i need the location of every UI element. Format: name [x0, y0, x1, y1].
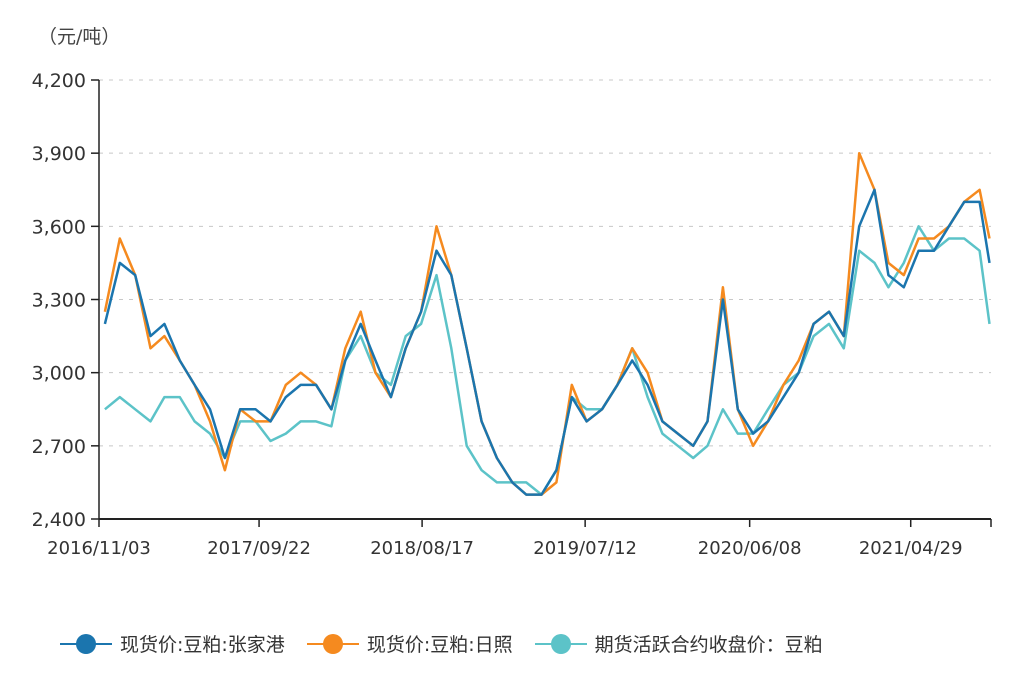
legend-item-futures[interactable]: 期货活跃合约收盘价：豆粕 — [534, 630, 823, 657]
y-tick-label: 4,200 — [32, 70, 86, 92]
y-tick-label: 3,600 — [32, 216, 86, 238]
x-tick-label: 2018/08/17 — [370, 538, 474, 559]
y-axis-unit-label: （元/吨） — [38, 26, 121, 48]
legend-label: 现货价:豆粕:张家港 — [120, 634, 285, 656]
x-tick-label: 2021/04/29 — [859, 538, 963, 559]
x-tick-label: 2020/06/08 — [698, 538, 802, 559]
series-line-1 — [103, 151, 991, 496]
legend-marker-icon — [306, 633, 359, 654]
y-tick-label: 2,700 — [32, 436, 86, 458]
x-tick-label: 2016/11/03 — [47, 538, 151, 559]
series-lines — [103, 151, 991, 496]
grid-lines — [99, 79, 991, 447]
y-tick-label: 3,300 — [32, 290, 86, 312]
x-tick-label: 2017/09/22 — [207, 538, 311, 559]
legend-marker-icon — [60, 633, 112, 654]
x-tick-label: 2019/07/12 — [533, 538, 637, 559]
legend-marker-icon — [534, 633, 587, 654]
legend-item-rizhao[interactable]: 现货价:豆粕:日照 — [306, 630, 513, 657]
y-tick-label: 3,000 — [32, 363, 86, 385]
y-tick-label: 3,900 — [32, 143, 86, 165]
x-axis: 2016/11/03 2017/09/22 2018/08/17 2019/07/12… — [47, 518, 992, 559]
y-tick-label: 2,400 — [32, 509, 86, 531]
legend-label: 期货活跃合约收盘价：豆粕 — [594, 634, 823, 656]
y-axis: 2,400 2,700 3,000 3,300 3,600 3,900 4,200 — [32, 70, 100, 531]
legend: 现货价:豆粕:张家港 现货价:豆粕:日照 期货活跃合约收盘价：豆粕 — [60, 630, 823, 657]
legend-item-zhangjiagang[interactable]: 现货价:豆粕:张家港 — [60, 630, 285, 657]
series-line-2 — [104, 225, 991, 496]
legend-label: 现货价:豆粕:日照 — [366, 634, 513, 656]
series-line-0 — [103, 188, 991, 496]
